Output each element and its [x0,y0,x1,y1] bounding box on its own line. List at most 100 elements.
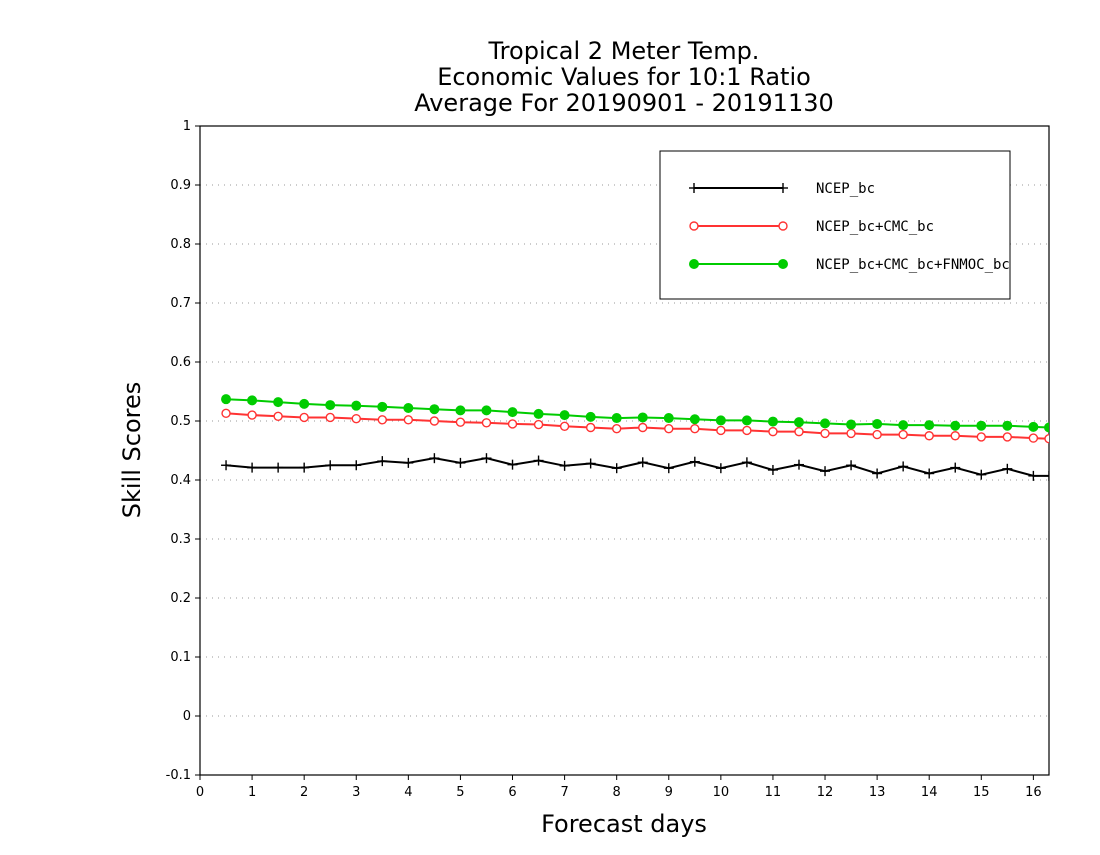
x-tick-label: 15 [973,785,990,800]
y-tick-label: 0.3 [170,532,191,547]
data-point [767,464,778,475]
data-point [793,417,804,428]
data-point [768,426,778,437]
data-point [872,418,883,429]
data-point [689,414,700,425]
data-point [846,428,856,439]
x-tick-label: 16 [1025,785,1042,800]
data-point [325,460,336,471]
data-point [611,463,622,474]
data-point [820,466,831,477]
data-point [559,460,570,471]
data-point [1002,432,1013,442]
legend-item-3: NCEP_bc+CMC_bc+FNMOC_bc [689,257,1010,273]
data-point [898,461,909,472]
data-point [377,456,388,467]
x-tick-label: 7 [560,785,568,800]
data-point [663,413,674,424]
data-point [1002,420,1013,431]
data-point [325,412,335,423]
data-point [429,416,440,426]
data-point [507,419,518,429]
legend-label: NCEP_bc+CMC_bc [816,219,934,235]
data-point [950,462,961,473]
data-point [481,418,492,428]
data-point [377,415,388,425]
data-point [455,457,466,468]
data-point [559,410,570,421]
data-point [559,421,570,432]
data-point [637,457,648,468]
data-point [715,463,726,474]
data-point [872,429,882,440]
data-point [351,460,362,471]
data-point [846,460,857,471]
x-tick-label: 9 [665,785,673,800]
data-point [898,420,909,431]
chart-title-line-3: Average For 20190901 - 20191130 [414,89,834,117]
y-tick-label: 0.6 [170,355,191,370]
data-point [585,458,596,469]
x-tick-label: 4 [404,785,412,800]
data-point [1028,433,1039,443]
series-2 [221,408,1049,444]
data-point [273,397,284,408]
x-tick-label: 8 [613,785,621,800]
axis-ticks: -0.100.10.20.30.40.50.60.70.80.910 1 2 3 4 5 6… [166,119,1042,800]
legend-item-2: NCEP_bc+CMC_bc [689,219,934,235]
data-point [898,429,908,440]
x-tick-label: 0 [196,785,204,800]
data-point [638,422,648,433]
data-point [820,418,831,429]
x-tick-label: 1 [248,785,256,800]
x-tick-label: 3 [352,785,360,800]
data-point [455,417,466,427]
series-1 [221,453,1049,481]
legend-marker [778,221,788,231]
data-point [273,411,283,421]
data-point [716,425,726,436]
y-tick-label: 0.7 [170,296,191,311]
data-point [273,462,284,473]
y-tick-label: 0.9 [170,178,191,193]
chart-title-line-1: Tropical 2 Meter Temp. [488,37,760,65]
data-point [1028,421,1039,432]
data-point [742,425,752,436]
data-point [351,400,362,411]
data-point [247,410,257,420]
data-point [846,419,857,430]
data-point [611,423,622,434]
data-point [221,394,232,405]
data-point [976,469,987,480]
data-point [715,415,726,426]
data-point [403,457,414,468]
data-point [872,468,883,479]
data-point [325,400,336,411]
legend-label: NCEP_bc [816,181,875,197]
data-point [664,423,674,434]
x-tick-label: 11 [765,785,782,800]
x-tick-label: 5 [456,785,464,800]
data-point [1044,422,1049,433]
data-point [429,453,440,464]
data-point [507,407,518,418]
data-point [403,415,414,425]
data-point [429,404,440,415]
y-tick-label: 0.8 [170,237,191,252]
legend-marker [689,259,699,269]
chart-title: Tropical 2 Meter Temp. Economic Values f… [414,37,834,117]
data-point [247,462,258,473]
data-point [924,468,935,479]
series-lines [221,394,1049,481]
legend-marker [689,183,699,193]
chart-title-line-2: Economic Values for 10:1 Ratio [437,63,811,91]
legend: NCEP_bc NCEP_bc+CMC_bc NCEP_bc+CMC_bc+FNMO… [659,150,1011,300]
x-tick-label: 6 [508,785,516,800]
x-tick-label: 2 [300,785,308,800]
data-point [299,462,310,473]
x-tick-label: 10 [713,785,730,800]
data-point [481,453,492,464]
data-point [1002,463,1013,474]
legend-marker [778,259,788,269]
data-point [481,405,492,416]
